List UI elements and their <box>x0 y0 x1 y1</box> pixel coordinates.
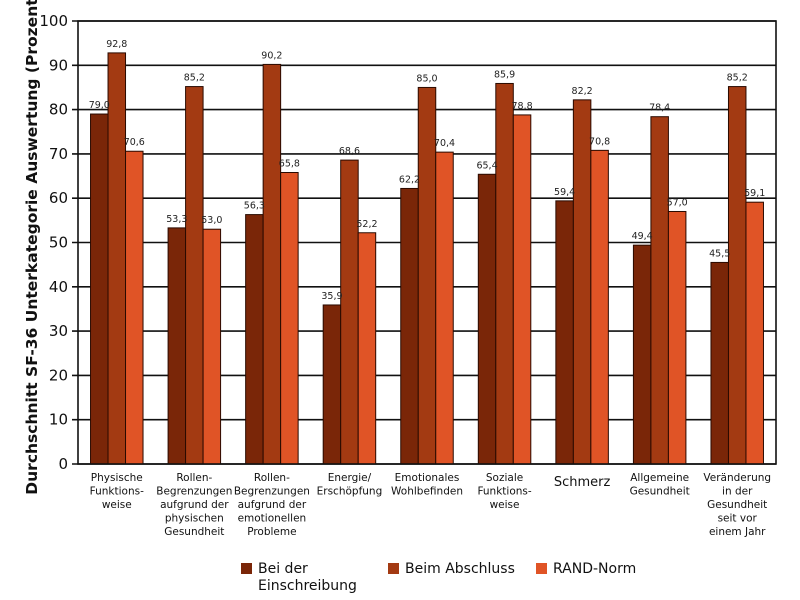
bar <box>745 201 764 465</box>
bar <box>667 210 687 465</box>
data-label: 79,0 <box>89 100 110 111</box>
legend-label: Beim Abschluss <box>405 561 515 577</box>
y-tick-label: 40 <box>49 278 68 296</box>
data-label: 52,2 <box>356 219 377 230</box>
data-label: 70,4 <box>434 138 455 149</box>
bar <box>512 114 532 465</box>
bar <box>650 116 669 465</box>
category-label: Rollen-Begrenzungen aufgrund der emotionel… <box>234 472 310 538</box>
plot-frame <box>77 20 777 465</box>
data-label: 49,4 <box>632 231 653 242</box>
y-tick-label: 90 <box>49 56 68 74</box>
y-tick-label: 60 <box>49 189 68 207</box>
category-label: Soziale Funktions-weise <box>477 472 531 511</box>
bar <box>167 227 187 465</box>
bar <box>400 187 419 465</box>
data-label: 90,2 <box>261 50 282 61</box>
data-label: 57,0 <box>667 197 688 208</box>
legend-swatch <box>536 563 547 574</box>
bar <box>435 151 454 465</box>
bar <box>710 261 729 465</box>
data-label: 59,1 <box>744 188 765 199</box>
data-label: 45,5 <box>709 248 730 259</box>
legend-swatch <box>388 563 399 574</box>
data-label: 85,2 <box>727 73 748 84</box>
bar <box>322 304 342 465</box>
category-label: Emotionales Wohlbefinden <box>391 472 463 498</box>
bar <box>125 150 144 465</box>
bar <box>340 159 359 465</box>
data-label: 53,0 <box>201 215 222 226</box>
data-label: 56,3 <box>244 201 265 212</box>
bar <box>727 86 747 465</box>
data-label: 78,4 <box>649 103 670 114</box>
bar <box>555 200 574 465</box>
data-label: 78,8 <box>511 101 532 112</box>
category-label: Veränderung in der Gesundheit seit vor einem… <box>703 472 771 538</box>
bar <box>107 52 127 465</box>
category-label: Allgemeine Gesundheit <box>630 472 690 498</box>
y-tick-label: 100 <box>39 12 68 30</box>
bar <box>185 86 204 465</box>
legend-label: Bei der Einschreibung <box>258 561 357 594</box>
bars <box>90 52 764 465</box>
y-tick-label: 20 <box>49 366 68 384</box>
y-axis-ticks: 0 10 20 30 40 50 60 70 80 90 100 <box>39 12 68 473</box>
legend-swatch <box>241 563 252 574</box>
category-label: Schmerz <box>554 475 611 490</box>
y-axis-label: Durchschnitt SF-36 Unterkategorie Auswer… <box>23 0 41 495</box>
data-label: 82,2 <box>572 86 593 97</box>
bar <box>202 228 222 465</box>
category-label: Energie/Erschöpfung <box>317 472 383 498</box>
y-tick-label: 50 <box>49 234 68 252</box>
bar <box>632 244 652 465</box>
y-tick-label: 0 <box>58 455 68 473</box>
y-tick-label: 30 <box>49 322 68 340</box>
data-label: 70,8 <box>589 136 610 147</box>
bar <box>357 232 377 465</box>
data-label: 70,6 <box>124 137 145 148</box>
bar <box>590 149 609 465</box>
data-label: 85,0 <box>416 73 437 84</box>
y-tick-label: 80 <box>49 101 68 119</box>
x-axis-categories: Physische Funktions-weise Rollen-Begrenzun… <box>90 472 771 538</box>
data-label: 68,6 <box>339 146 360 157</box>
bar <box>245 214 264 465</box>
data-label: 85,9 <box>494 69 515 80</box>
bar <box>90 113 109 465</box>
data-label: 65,8 <box>279 159 300 170</box>
bar <box>477 173 497 465</box>
bar <box>262 63 282 465</box>
bar <box>280 172 299 465</box>
data-label: 62,2 <box>399 174 420 185</box>
legend-label: RAND-Norm <box>553 561 636 577</box>
category-label: Rollen-Begrenzungen aufgrund der physische… <box>156 472 232 538</box>
data-label: 53,3 <box>166 214 187 225</box>
y-tick-label: 70 <box>49 145 68 163</box>
legend: Bei der Einschreibung Beim Abschluss RAND-N… <box>241 561 636 594</box>
bar <box>495 82 514 465</box>
data-label: 92,8 <box>106 39 127 50</box>
y-tick-label: 10 <box>49 411 68 429</box>
data-label: 85,2 <box>184 73 205 84</box>
data-label: 35,9 <box>321 291 342 302</box>
category-label: Physische Funktions-weise <box>90 472 144 511</box>
data-label: 65,4 <box>476 160 497 171</box>
data-label: 59,4 <box>554 187 575 198</box>
bar <box>572 99 592 465</box>
data-labels: 79,0 92,8 70,6 53,3 85,2 53,0 56,3 90,2 65,8 35,9… <box>89 39 766 302</box>
